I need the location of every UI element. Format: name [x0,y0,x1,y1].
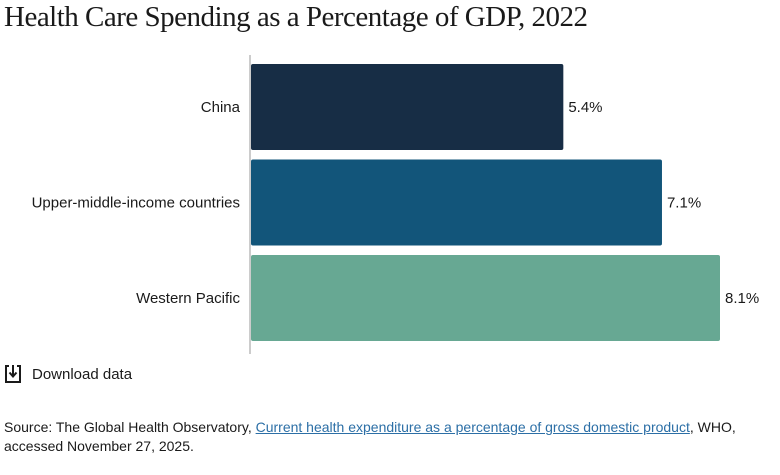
value-label-1: 7.1% [667,195,701,212]
download-data-label: Download data [32,365,133,383]
bars-group: China 5.4% Upper-middle-income countries 7.… [32,64,759,341]
download-icon [5,365,21,383]
category-label-1: Upper-middle-income countries [32,195,240,212]
category-label-0: China [201,99,241,116]
value-label-0: 5.4% [568,99,602,116]
source-link[interactable]: Current health expenditure as a percenta… [255,419,690,435]
bar-2 [251,255,720,341]
download-data-button[interactable]: Download data [4,363,132,385]
value-label-2: 8.1% [725,290,759,307]
category-label-2: Western Pacific [136,290,240,307]
source-note: Source: The Global Health Observatory, C… [4,418,774,456]
source-prefix: Source: The Global Health Observatory, [4,419,256,435]
source-suffix: , WHO, accessed November 27, 2025. [4,419,736,454]
bar-0 [251,64,564,150]
chart-title: Health Care Spending as a Percentage of … [4,1,588,33]
bar-1 [251,159,662,246]
